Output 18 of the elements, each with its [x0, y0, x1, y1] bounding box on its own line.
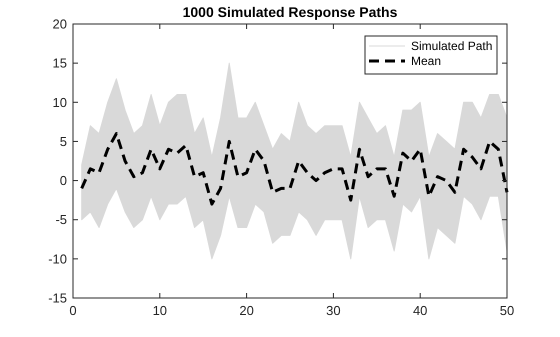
- y-tick-label: 20: [52, 16, 67, 32]
- line-series: [80, 132, 508, 206]
- y-tick-label: 5: [60, 134, 67, 149]
- legend-label: Simulated Path: [411, 39, 492, 53]
- y-tick-label: -15: [48, 290, 67, 306]
- x-tick-label: 0: [69, 303, 77, 318]
- x-tick-label: 30: [326, 303, 341, 318]
- legend-label: Mean: [411, 54, 442, 68]
- x-tick-label: 20: [239, 303, 254, 318]
- y-tick-label: -5: [55, 212, 67, 228]
- y-tick-label: 15: [52, 56, 67, 71]
- x-tick-label: 10: [152, 303, 168, 318]
- chart-title: 1000 Simulated Response Paths: [182, 4, 398, 20]
- y-tick-label: -10: [48, 251, 67, 266]
- y-tick-label: 10: [52, 94, 67, 110]
- x-tick-label: 40: [412, 303, 428, 318]
- y-tick-label: 0: [60, 173, 67, 188]
- x-tick-label: 50: [500, 303, 514, 318]
